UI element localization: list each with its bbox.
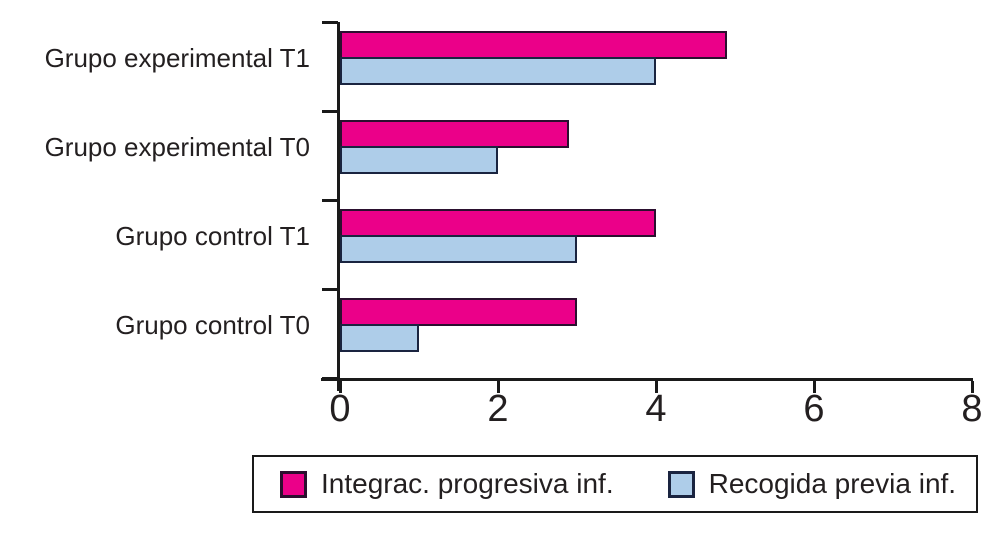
- bar-series2: [340, 57, 656, 85]
- y-tick-mark: [322, 199, 338, 202]
- bar-series2: [340, 235, 577, 263]
- x-tick-label: 4: [645, 388, 667, 430]
- legend-label-series1: Integrac. progresiva inf.: [321, 468, 614, 499]
- x-tick-mark: [970, 381, 974, 393]
- y-tick-mark: [322, 377, 338, 380]
- legend: Integrac. progresiva inf. Recogida previ…: [252, 455, 978, 513]
- category-label: Grupo control T0: [115, 309, 310, 340]
- x-tick-mark: [338, 381, 342, 393]
- x-tick-mark: [812, 381, 816, 393]
- legend-item-series2: Recogida previa inf.: [667, 468, 957, 500]
- x-tick-label: 8: [961, 388, 983, 430]
- bar-series1: [340, 31, 728, 59]
- y-tick-mark: [322, 288, 338, 291]
- x-axis-line: [321, 378, 973, 381]
- category-row: [340, 22, 972, 111]
- category-row: [340, 111, 972, 200]
- x-tick-label: 0: [329, 388, 351, 430]
- x-tick-mark: [654, 381, 658, 393]
- x-tick-label: 2: [487, 388, 509, 430]
- bar-series2: [340, 324, 419, 352]
- bar-series1: [340, 120, 570, 148]
- category-row: [340, 289, 972, 378]
- series1-swatch-icon: [280, 470, 307, 498]
- legend-item-series1: Integrac. progresiva inf.: [280, 468, 614, 500]
- series2-swatch-icon: [667, 470, 695, 498]
- x-tick-mark: [496, 381, 500, 393]
- bar-series1: [340, 209, 656, 237]
- category-labels: Grupo experimental T1 Grupo experimental …: [0, 22, 324, 378]
- category-label: Grupo experimental T0: [44, 131, 310, 162]
- category-label: Grupo control T1: [115, 220, 310, 251]
- bar-series2: [340, 146, 498, 174]
- category-label: Grupo experimental T1: [44, 42, 310, 73]
- y-axis-line: [337, 22, 340, 391]
- x-tick-label: 6: [803, 388, 825, 430]
- category-row: [340, 200, 972, 289]
- y-tick-mark: [322, 110, 338, 113]
- plot-area: [340, 22, 972, 378]
- y-tick-mark: [322, 21, 338, 24]
- bar-series1: [340, 298, 577, 326]
- legend-label-series2: Recogida previa inf.: [708, 468, 957, 499]
